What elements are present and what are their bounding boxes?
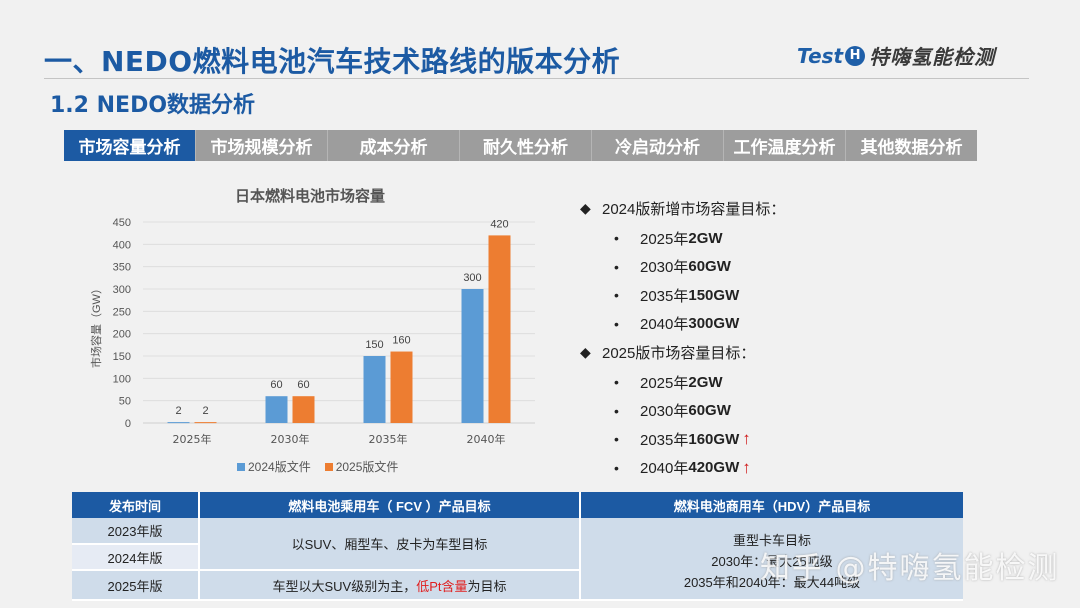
legend-item-2025: 2025版文件 [324, 458, 398, 475]
y-tick-label: 400 [113, 239, 131, 251]
row-2024-version: 2024年版 [72, 544, 200, 571]
y-tick-label: 100 [113, 373, 131, 385]
bar [167, 422, 190, 424]
brand-logo: Test H 特嗨氢能检测 [797, 41, 995, 70]
fcv-target-2023-2024: 以SUV、厢型车、皮卡为车型目标 [199, 518, 581, 571]
y-tick-label: 200 [113, 329, 131, 341]
bar-value-label: 160 [392, 335, 410, 347]
target-item: • 2040年 420GW ↑ [614, 457, 751, 478]
col-header-release: 发布时间 [72, 492, 200, 518]
increase-arrow-icon: ↑ [742, 429, 751, 449]
legend-swatch-2024 [237, 462, 245, 471]
bar-value-label: 150 [365, 339, 383, 351]
product-targets-table: 发布时间 燃料电池乘用车（ FCV ）产品目标 燃料电池商用车（HDV）产品目标… [72, 492, 963, 601]
logo-text-cn: 特嗨氢能检测 [869, 45, 996, 69]
legend-swatch-2025 [324, 462, 333, 471]
target-item: • 2035年 150GW [614, 286, 740, 305]
y-tick-label: 150 [113, 351, 131, 363]
target-item: • 2040年 300GW [614, 315, 740, 334]
dot-bullet-icon: • [614, 459, 619, 476]
x-tick-label: 2040年 [467, 432, 506, 446]
col-header-hdv: 燃料电池商用车（HDV）产品目标 [580, 492, 963, 518]
bar-value-label: 300 [463, 272, 481, 284]
logo-text-en: Test [797, 43, 844, 68]
y-tick-label: 50 [119, 396, 131, 408]
dot-bullet-icon: • [614, 431, 619, 448]
hydrogen-badge-icon: H [845, 45, 866, 66]
y-tick-label: 350 [113, 262, 131, 274]
chart-legend: 2024版文件 2025版文件 [237, 458, 398, 475]
bar [488, 235, 511, 423]
dot-bullet-icon: • [614, 230, 619, 247]
bar-value-label: 60 [270, 379, 282, 391]
bar [292, 396, 315, 423]
y-tick-label: 450 [113, 217, 131, 229]
x-tick-label: 2025年 [173, 432, 212, 446]
low-pt-highlight: 低Pt含量 [416, 578, 468, 594]
y-tick-label: 300 [113, 284, 131, 296]
tab-cost[interactable]: 成本分析 [328, 130, 460, 161]
col-header-fcv: 燃料电池乘用车（ FCV ）产品目标 [199, 492, 581, 518]
diamond-bullet-icon: ◆ [580, 199, 591, 216]
bar-value-label: 60 [297, 379, 309, 391]
row-2025-version: 2025年版 [72, 570, 200, 601]
chart-y-axis-label: 市场容量（GW） [91, 283, 103, 368]
dot-bullet-icon: • [614, 402, 619, 419]
target-item: • 2025年 2GW [614, 229, 723, 248]
hdv-target: 重型卡车目标 2030年：最大25吨级 2035年和2040年：最大44吨级 [580, 518, 963, 601]
page-title: 一、NEDO燃料电池汽车技术路线的版本分析 [44, 45, 621, 78]
y-tick-label: 0 [125, 418, 131, 430]
section-subtitle: 1.2 NEDO数据分析 [50, 93, 256, 118]
title-divider [44, 78, 1029, 79]
chart-title: 日本燃料电池市场容量 [234, 187, 385, 205]
dot-bullet-icon: • [614, 315, 619, 332]
bar [363, 356, 386, 423]
tab-durability[interactable]: 耐久性分析 [460, 130, 592, 161]
targets-2025-heading: ◆ 2025版市场容量目标： [580, 343, 756, 362]
target-item: • 2025年 2GW [614, 373, 723, 392]
bar-value-label: 2 [202, 405, 208, 417]
capacity-targets-list: ◆ 2024版新增市场容量目标： • 2025年 2GW • 2030年 60GW • 203… [580, 196, 785, 482]
tab-operating-temperature[interactable]: 工作温度分析 [724, 130, 846, 161]
bar [194, 422, 217, 424]
dot-bullet-icon: • [614, 287, 619, 304]
bar [265, 396, 288, 423]
fcv-target-2025: 车型以大SUV级别为主，低Pt含量为目标 [199, 570, 581, 601]
target-item: • 2035年 160GW ↑ [614, 429, 751, 449]
dot-bullet-icon: • [614, 374, 619, 391]
target-item: • 2030年 60GW [614, 402, 731, 421]
dot-bullet-icon: • [614, 258, 619, 275]
tab-market-capacity[interactable]: 市场容量分析 [64, 130, 196, 161]
bar [390, 351, 413, 423]
targets-2024-heading: ◆ 2024版新增市场容量目标： [580, 199, 786, 218]
analysis-tabs: 市场容量分析 市场规模分析 成本分析 耐久性分析 冷启动分析 工作温度分析 其他… [64, 130, 977, 161]
bar [461, 289, 484, 423]
y-tick-label: 250 [113, 306, 131, 318]
diamond-bullet-icon: ◆ [580, 343, 591, 360]
x-tick-label: 2030年 [271, 432, 310, 446]
tab-market-scale[interactable]: 市场规模分析 [196, 130, 328, 161]
increase-arrow-icon: ↑ [742, 457, 751, 477]
tab-other-data[interactable]: 其他数据分析 [846, 130, 977, 161]
tab-cold-start[interactable]: 冷启动分析 [592, 130, 724, 161]
bar-value-label: 2 [175, 405, 181, 417]
x-tick-label: 2035年 [369, 432, 408, 446]
legend-item-2024: 2024版文件 [237, 458, 311, 475]
row-2023-version: 2023年版 [72, 518, 200, 545]
bar-value-label: 420 [490, 218, 508, 230]
target-item: • 2030年 60GW [614, 258, 731, 277]
